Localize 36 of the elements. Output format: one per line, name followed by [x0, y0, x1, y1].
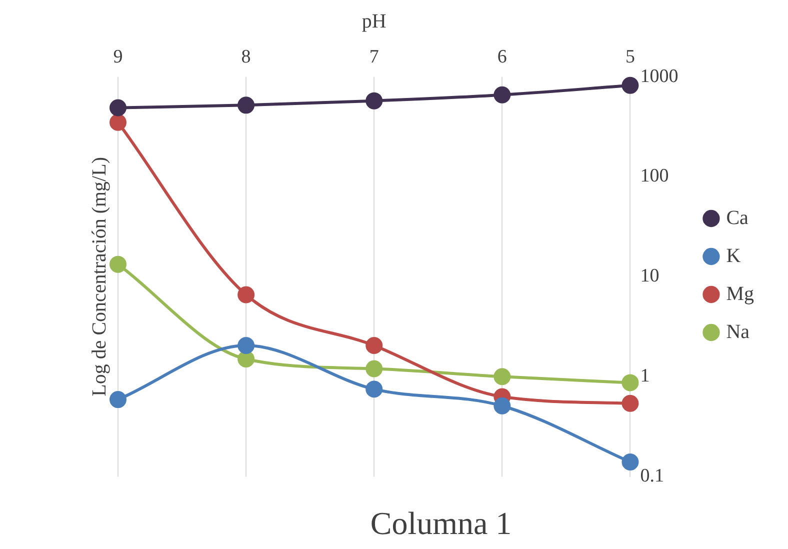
point [110, 256, 126, 273]
point [622, 453, 639, 470]
x-tick-label: 9 [113, 46, 123, 68]
point [622, 374, 639, 392]
legend-label: K [726, 244, 742, 267]
point [110, 99, 126, 116]
x-tick-label: 8 [241, 46, 251, 68]
legend-label: Na [726, 320, 750, 343]
y-tick-label: 0.1 [640, 466, 664, 487]
point [110, 114, 126, 131]
point [238, 336, 255, 354]
point [238, 350, 255, 368]
y-tick-label: 10 [640, 266, 660, 287]
point [622, 394, 639, 412]
text: Columna 1 [370, 505, 512, 542]
x-tick-label: 6 [497, 46, 507, 68]
x-axis-title: pH [362, 10, 386, 32]
point [494, 397, 511, 414]
point [366, 380, 383, 398]
point [494, 368, 511, 386]
point [366, 336, 383, 354]
point [238, 96, 255, 114]
x-tick-label: 5 [625, 46, 635, 68]
point [494, 86, 511, 104]
y-tick-label: 1 [640, 366, 650, 387]
y-tick-label: 1000 [640, 66, 678, 87]
point [238, 286, 255, 304]
legend-label: Mg [726, 282, 754, 305]
y-tick-label: 100 [640, 166, 669, 187]
point [110, 391, 126, 408]
legend-label: Ca [726, 206, 749, 229]
x-tick-label: 7 [369, 46, 379, 68]
point [366, 92, 383, 110]
point [622, 76, 639, 94]
y-axis-title: Log de Concentración (mg/L) [88, 157, 110, 396]
point [366, 360, 383, 378]
